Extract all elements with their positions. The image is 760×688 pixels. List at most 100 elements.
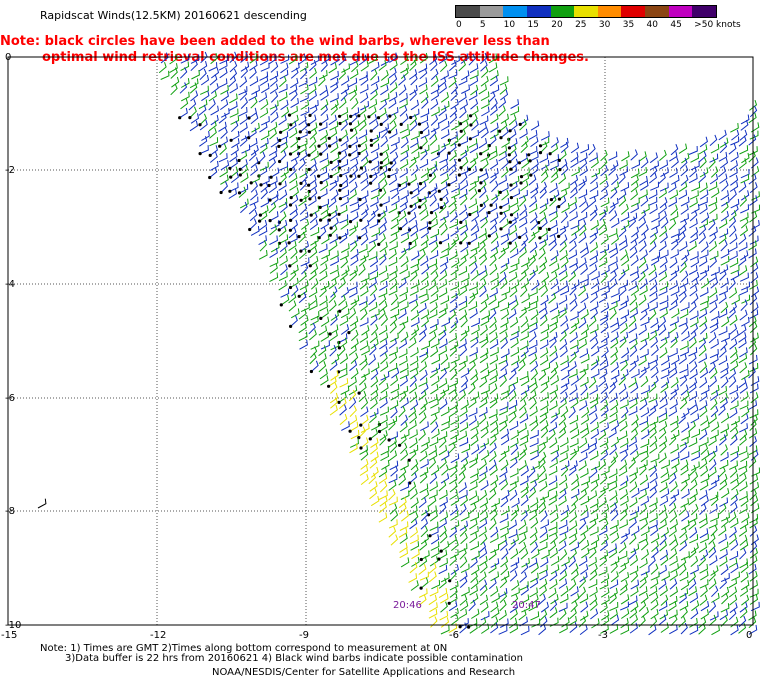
wind-barb bbox=[559, 563, 568, 575]
wind-barb bbox=[418, 249, 426, 261]
wind-barb bbox=[470, 337, 479, 348]
wind-barb bbox=[398, 497, 407, 509]
contamination-marker bbox=[337, 212, 341, 216]
wind-barb bbox=[720, 368, 729, 379]
wind-barb bbox=[379, 280, 388, 291]
wind-barb bbox=[600, 405, 609, 417]
wind-barb bbox=[488, 146, 498, 156]
contamination-marker bbox=[278, 138, 282, 142]
contamination-marker bbox=[338, 138, 342, 142]
wind-barb bbox=[518, 460, 527, 471]
wind-barb bbox=[560, 383, 568, 395]
wind-barb bbox=[649, 399, 658, 411]
wind-barb bbox=[509, 232, 518, 244]
contamination-marker bbox=[317, 144, 321, 148]
wind-barb bbox=[329, 180, 338, 192]
wind-barb bbox=[598, 566, 608, 576]
wind-barb bbox=[749, 518, 758, 529]
wind-barb bbox=[689, 251, 699, 261]
wind-barb bbox=[420, 294, 429, 304]
wind-barb bbox=[260, 116, 270, 126]
wind-barb bbox=[639, 571, 648, 583]
wind-barb bbox=[690, 257, 700, 268]
wind-barb bbox=[421, 550, 430, 560]
wind-barb bbox=[649, 472, 658, 484]
wind-barb bbox=[618, 235, 628, 246]
contamination-marker bbox=[357, 144, 361, 148]
wind-barb bbox=[700, 495, 709, 507]
wind-barb bbox=[528, 346, 537, 357]
wind-barb bbox=[458, 301, 468, 312]
wind-barb bbox=[420, 351, 429, 363]
wind-barb bbox=[468, 481, 478, 492]
wind-barb bbox=[450, 226, 459, 237]
wind-barb bbox=[428, 279, 437, 291]
wind-barb bbox=[700, 609, 709, 620]
wind-barb bbox=[539, 227, 548, 239]
wind-barb bbox=[490, 212, 499, 223]
wind-barb bbox=[679, 347, 689, 357]
wind-barb bbox=[488, 134, 497, 146]
wind-barb bbox=[470, 242, 480, 252]
wind-barb bbox=[510, 99, 520, 109]
wind-barb bbox=[208, 120, 217, 132]
wind-barb bbox=[639, 339, 648, 351]
wind-barb bbox=[458, 338, 467, 349]
wind-barb bbox=[628, 511, 638, 521]
wind-barb bbox=[440, 601, 448, 613]
wind-barb bbox=[418, 330, 427, 343]
wind-barb bbox=[551, 450, 559, 462]
wind-barb bbox=[630, 355, 639, 366]
wind-barb bbox=[631, 272, 640, 283]
wind-barb bbox=[489, 397, 498, 409]
wind-barb bbox=[658, 427, 667, 440]
wind-barb bbox=[498, 145, 508, 156]
contamination-marker bbox=[557, 158, 561, 162]
wind-barb bbox=[429, 472, 438, 484]
wind-barb bbox=[338, 363, 348, 373]
wind-barb bbox=[551, 189, 560, 201]
wind-barb bbox=[708, 435, 717, 447]
wind-barb bbox=[360, 406, 369, 417]
wind-barb bbox=[218, 121, 227, 132]
wind-barb bbox=[681, 152, 690, 164]
wind-barb bbox=[340, 119, 348, 131]
wind-barb bbox=[448, 384, 457, 395]
wind-barb bbox=[629, 565, 639, 576]
y-axis-tick-label: -10 bbox=[5, 620, 22, 631]
wind-barb bbox=[668, 362, 677, 374]
wind-barb bbox=[720, 423, 730, 434]
wind-barb bbox=[651, 251, 661, 261]
wind-barb bbox=[721, 316, 730, 328]
wind-barb bbox=[420, 144, 430, 154]
wind-barb bbox=[470, 225, 480, 236]
wind-barb bbox=[428, 445, 437, 456]
wind-barb bbox=[270, 194, 279, 206]
wind-barb bbox=[548, 234, 557, 246]
wind-barb bbox=[748, 316, 757, 328]
wind-barb bbox=[609, 247, 619, 259]
wind-barb bbox=[608, 228, 618, 238]
wind-barb bbox=[699, 391, 708, 402]
wind-barb bbox=[528, 339, 538, 350]
wind-barb bbox=[269, 83, 279, 95]
wind-barb bbox=[300, 67, 308, 80]
wind-barb bbox=[660, 331, 670, 342]
wind-barb bbox=[689, 534, 699, 544]
wind-barb bbox=[418, 389, 427, 401]
wind-barb bbox=[239, 89, 248, 101]
wind-barb bbox=[368, 210, 376, 223]
wind-barb bbox=[678, 181, 688, 193]
wind-barb bbox=[429, 294, 439, 304]
wind-barb bbox=[249, 53, 258, 64]
wind-barb bbox=[448, 158, 457, 170]
wind-barb bbox=[740, 299, 748, 311]
wind-barb bbox=[558, 307, 567, 319]
wind-barb bbox=[618, 430, 628, 441]
wind-barb bbox=[560, 211, 568, 224]
wind-barb bbox=[569, 351, 577, 363]
wind-barb bbox=[681, 331, 690, 342]
wind-barb bbox=[460, 249, 469, 260]
wind-barb bbox=[448, 239, 457, 251]
wind-barb bbox=[391, 195, 400, 206]
